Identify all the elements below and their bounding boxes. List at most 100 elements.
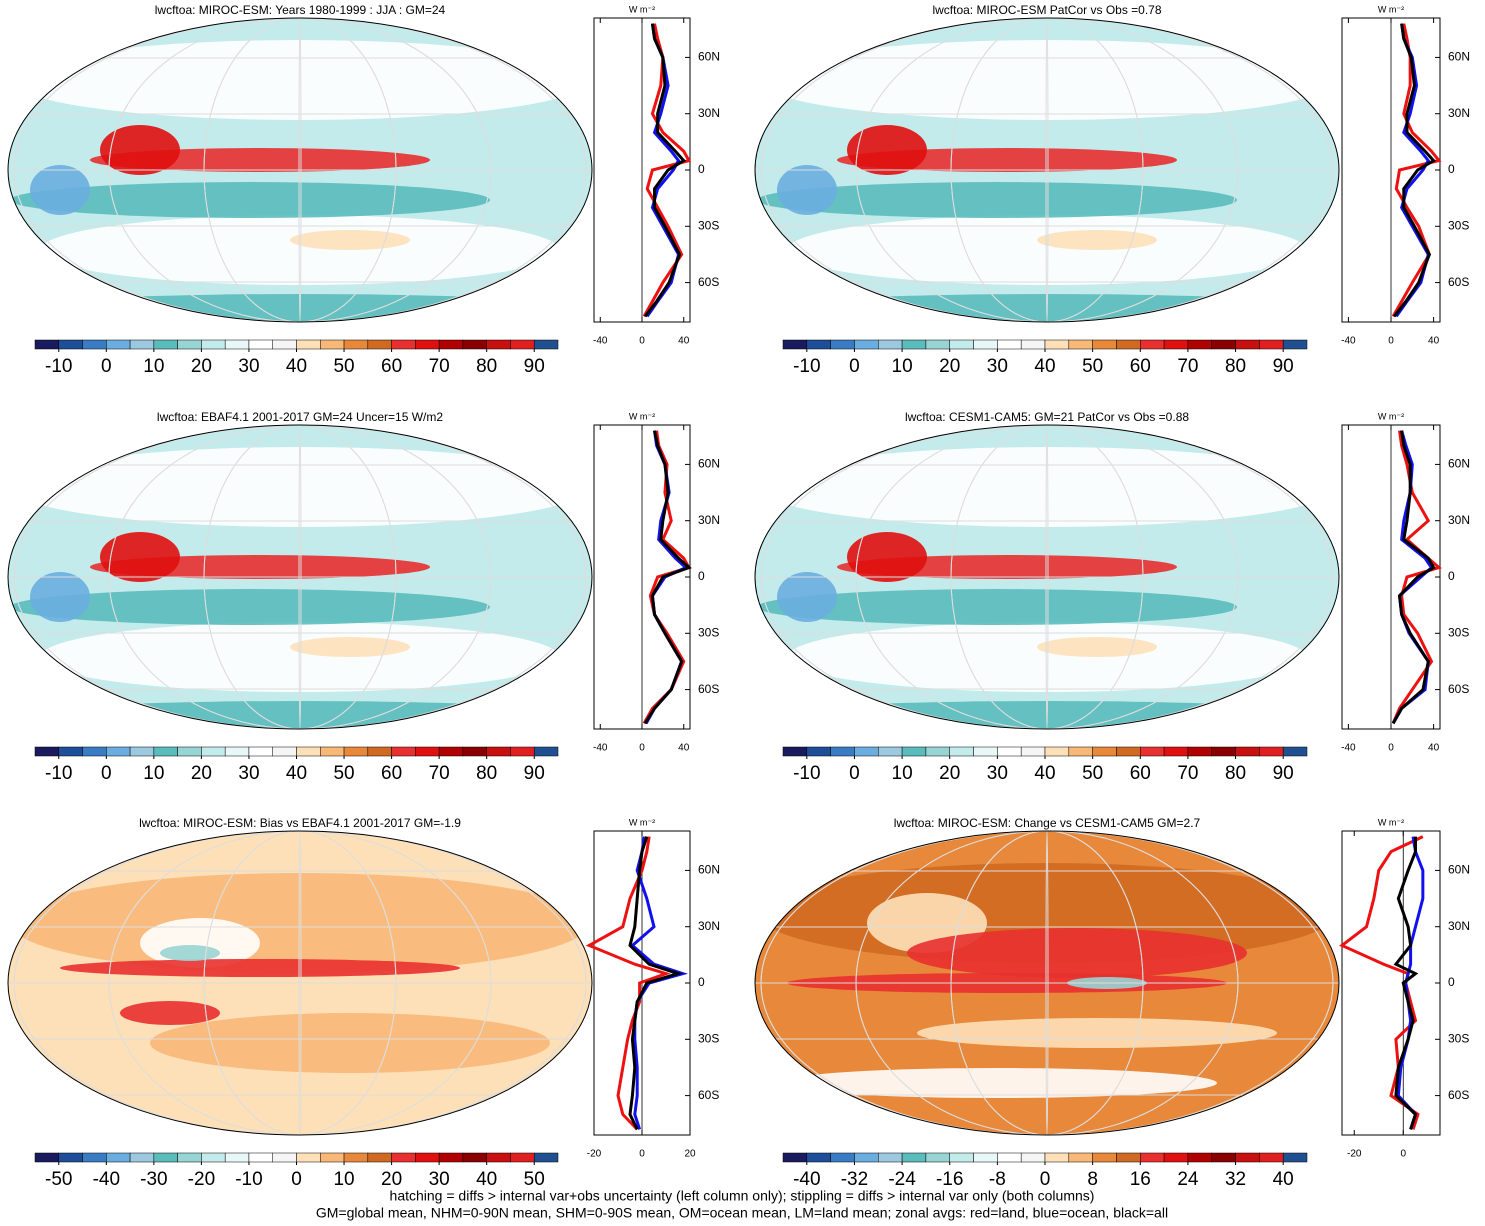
- plot-units: W m⁻²: [629, 817, 655, 827]
- colorbar-swatch: [201, 1152, 226, 1163]
- zonal-line: [1393, 23, 1436, 318]
- x-tick-label: 0: [639, 743, 645, 754]
- colorbar-swatch: [901, 339, 927, 350]
- map-graticule: [855, 18, 1239, 322]
- colorbar-swatch: [58, 746, 83, 757]
- colorbar-swatch: [925, 746, 950, 757]
- colorbar-label: 70: [429, 763, 450, 784]
- y-tick-label: 0: [698, 162, 705, 176]
- colorbar-label: 10: [892, 763, 913, 784]
- x-tick-label: -40: [1341, 743, 1356, 754]
- map-graticule: [1045, 425, 1049, 729]
- x-tick-label: 0: [1400, 1149, 1406, 1160]
- y-tick-label: 60S: [698, 275, 719, 289]
- colorbar-label: 30: [429, 1169, 450, 1190]
- colorbar-swatch: [82, 1152, 107, 1163]
- colorbar-swatch: [1092, 339, 1117, 350]
- colorbar-swatch: [129, 339, 155, 350]
- colorbar-swatch: [1068, 1152, 1093, 1163]
- map-region: [757, 447, 1337, 527]
- colorbar-swatch: [106, 746, 131, 757]
- colorbar-swatch: [1044, 339, 1070, 350]
- zonal-line: [1391, 430, 1436, 725]
- colorbar-swatch: [1235, 1152, 1260, 1163]
- colorbar-swatch: [1116, 746, 1141, 757]
- colorbar-label: 80: [476, 763, 497, 784]
- x-tick-label: 40: [678, 336, 690, 347]
- colorbar-label: 70: [1177, 356, 1198, 377]
- colorbar-swatch: [1140, 1152, 1165, 1163]
- colorbar-swatch: [201, 339, 226, 350]
- colorbar-swatch: [1282, 1152, 1308, 1163]
- colorbar-swatch: [1116, 1152, 1141, 1163]
- colorbar-label: -8: [989, 1169, 1006, 1190]
- colorbar-swatch: [1044, 1152, 1070, 1163]
- y-tick-label: 60N: [698, 50, 720, 64]
- x-tick-label: -20: [587, 1149, 602, 1160]
- colorbar-swatch: [510, 1152, 535, 1163]
- x-tick-label: -40: [593, 743, 608, 754]
- y-tick-label: 30S: [698, 1031, 719, 1045]
- map-outline: [754, 424, 1340, 730]
- colorbar-swatch: [854, 339, 879, 350]
- map-graticule: [855, 831, 1239, 1135]
- colorbar-label: 60: [381, 763, 402, 784]
- x-tick-label: 0: [1388, 336, 1394, 347]
- colorbar-swatch: [830, 1152, 855, 1163]
- y-tick-label: 30S: [698, 218, 719, 232]
- colorbar-swatch: [878, 1152, 903, 1163]
- colorbar-label: 40: [1034, 356, 1055, 377]
- panel-title: lwcftoa: MIROC-ESM: Change vs CESM1-CAM5…: [894, 816, 1201, 830]
- map-region: [777, 572, 837, 622]
- colorbar-label: 20: [191, 356, 212, 377]
- colorbar-swatch: [391, 1152, 416, 1163]
- map-graticule: [855, 425, 1239, 729]
- colorbar-swatch: [462, 339, 487, 350]
- zonal-line: [643, 430, 692, 725]
- map-graticule: [108, 831, 492, 1135]
- map-region: [150, 1013, 550, 1073]
- colorbar-label: 0: [291, 1169, 302, 1190]
- map-graticule: [760, 831, 1334, 1135]
- colorbar-label: 0: [849, 763, 860, 784]
- colorbar-swatch: [782, 339, 808, 350]
- colorbar-swatch: [878, 746, 903, 757]
- colorbar-swatch: [486, 339, 511, 350]
- colorbar-label: 50: [333, 356, 354, 377]
- x-tick-label: 0: [639, 336, 645, 347]
- map-region: [755, 294, 1339, 322]
- colorbar-swatch: [533, 339, 559, 350]
- colorbar-swatch: [1163, 339, 1189, 350]
- map-region: [1037, 230, 1157, 250]
- colorbar-label: 70: [429, 356, 450, 377]
- colorbar-label: 0: [849, 356, 860, 377]
- map-graticule: [13, 425, 587, 729]
- colorbar-label: 30: [238, 356, 259, 377]
- colorbar-swatch: [1068, 339, 1093, 350]
- y-tick-label: 0: [1448, 569, 1455, 583]
- x-tick-label: -40: [593, 336, 608, 347]
- panel-title: lwcftoa: MIROC-ESM: Bias vs EBAF4.1 2001…: [139, 816, 461, 830]
- colorbar-swatch: [296, 746, 321, 757]
- colorbar-swatch: [925, 339, 950, 350]
- colorbar-swatch: [1187, 339, 1212, 350]
- colorbar-swatch: [486, 746, 511, 757]
- map-outline: [7, 17, 593, 323]
- colorbar-swatch: [153, 746, 178, 757]
- colorbar-swatch: [1140, 746, 1165, 757]
- colorbar-label: -40: [93, 1169, 120, 1190]
- plot-units: W m⁻²: [629, 4, 655, 14]
- y-tick-label: 60N: [698, 863, 720, 877]
- zonal-line: [1391, 23, 1442, 318]
- colorbar-swatch: [415, 339, 440, 350]
- y-tick-label: 30S: [1448, 625, 1469, 639]
- x-tick-label: 40: [1428, 336, 1440, 347]
- colorbar-swatch: [272, 746, 297, 757]
- colorbar-swatch: [1044, 746, 1070, 757]
- colorbar-swatch: [1020, 339, 1046, 350]
- x-tick-label: -40: [1341, 336, 1356, 347]
- footer-line: GM=global mean, NHM=0-90N mean, SHM=0-90…: [316, 1205, 1168, 1221]
- colorbar-swatch: [1020, 746, 1046, 757]
- colorbar-swatch: [1187, 1152, 1212, 1163]
- colorbar-swatch: [391, 746, 416, 757]
